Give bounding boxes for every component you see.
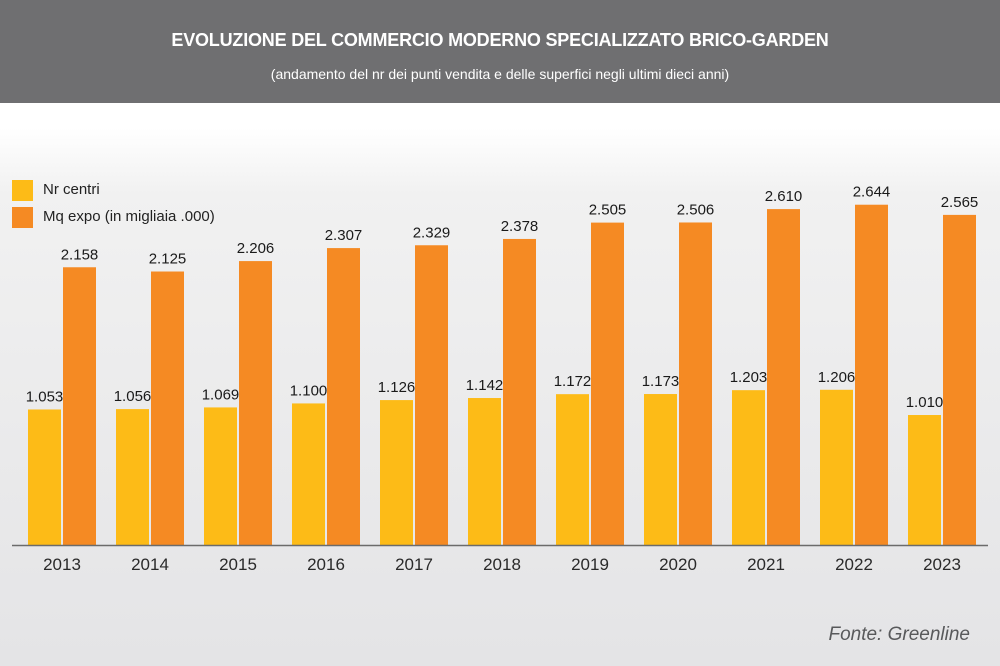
bar-mq-expo-2017 [415, 245, 448, 546]
bar-nr-centri-2021 [732, 390, 765, 545]
bar-mq-expo-2022 [855, 204, 888, 545]
data-label-mq-expo-2021: 2.610 [765, 188, 803, 205]
data-label-mq-expo-2014: 2.125 [149, 251, 187, 268]
source-note: Fonte: Greenline [828, 624, 970, 645]
bar-nr-centri-2023 [908, 415, 941, 545]
x-tick-label-2019: 2019 [571, 555, 609, 574]
data-label-nr-centri-2020: 1.173 [642, 373, 680, 390]
bar-nr-centri-2016 [292, 403, 325, 545]
data-label-nr-centri-2021: 1.203 [730, 369, 768, 386]
data-label-nr-centri-2016: 1.100 [290, 382, 328, 399]
data-label-nr-centri-2019: 1.172 [554, 373, 592, 390]
x-tick-label-2015: 2015 [219, 555, 257, 574]
bar-nr-centri-2019 [556, 394, 589, 545]
bar-nr-centri-2022 [820, 389, 853, 545]
x-tick-label-2014: 2014 [131, 555, 169, 574]
data-label-nr-centri-2023: 1.010 [906, 394, 944, 411]
x-tick-label-2017: 2017 [395, 555, 433, 574]
x-tick-label-2018: 2018 [483, 555, 521, 574]
x-tick-label-2023: 2023 [923, 555, 961, 574]
bar-nr-centri-2020 [644, 394, 677, 545]
bar-mq-expo-2015 [239, 261, 272, 545]
data-label-nr-centri-2018: 1.142 [466, 377, 504, 394]
bar-mq-expo-2019 [591, 222, 624, 545]
bar-nr-centri-2018 [468, 398, 501, 545]
bar-mq-expo-2013 [63, 267, 96, 545]
data-label-nr-centri-2017: 1.126 [378, 379, 416, 396]
bar-mq-expo-2014 [151, 271, 184, 545]
data-label-mq-expo-2018: 2.378 [501, 218, 539, 235]
bar-mq-expo-2023 [943, 214, 976, 545]
bar-chart: 1.053 2.158 2013 1.056 2.125 2014 1.069 2.206 20… [12, 184, 988, 574]
x-tick-label-2022: 2022 [835, 555, 873, 574]
data-label-mq-expo-2023: 2.565 [941, 194, 979, 211]
data-label-mq-expo-2015: 2.206 [237, 240, 275, 257]
bar-nr-centri-2015 [204, 407, 237, 545]
bar-mq-expo-2018 [503, 238, 536, 545]
data-label-mq-expo-2017: 2.329 [413, 224, 451, 241]
bar-mq-expo-2020 [679, 222, 712, 546]
data-label-nr-centri-2015: 1.069 [202, 386, 240, 403]
bar-nr-centri-2017 [380, 400, 413, 545]
legend-label-mq-expo: Mq expo (in migliaia .000) [43, 208, 215, 225]
chart-area: 1.053 2.158 2013 1.056 2.125 2014 1.069 2.206 20… [0, 103, 1000, 666]
legend-swatch-nr-centri [12, 180, 33, 201]
x-tick-label-2020: 2020 [659, 555, 697, 574]
legend-label-nr-centri: Nr centri [43, 181, 100, 198]
data-label-mq-expo-2013: 2.158 [61, 246, 99, 263]
data-label-mq-expo-2016: 2.307 [325, 227, 363, 244]
data-label-mq-expo-2019: 2.505 [589, 202, 627, 219]
header-bar: EVOLUZIONE DEL COMMERCIO MODERNO SPECIAL… [0, 0, 1000, 103]
x-tick-label-2021: 2021 [747, 555, 785, 574]
chart-title: EVOLUZIONE DEL COMMERCIO MODERNO SPECIAL… [171, 30, 829, 50]
bar-mq-expo-2021 [767, 209, 800, 545]
data-label-mq-expo-2022: 2.644 [853, 184, 891, 201]
bar-nr-centri-2013 [28, 409, 61, 545]
chart-subtitle: (andamento del nr dei punti vendita e de… [270, 66, 730, 82]
legend-swatch-mq-expo [12, 207, 33, 228]
x-tick-label-2016: 2016 [307, 555, 345, 574]
x-tick-label-2013: 2013 [43, 555, 81, 574]
data-label-mq-expo-2020: 2.506 [677, 201, 715, 218]
bar-nr-centri-2014 [116, 409, 149, 545]
bar-mq-expo-2016 [327, 248, 360, 545]
data-label-nr-centri-2013: 1.053 [26, 388, 64, 405]
data-label-nr-centri-2022: 1.206 [818, 369, 856, 386]
data-label-nr-centri-2014: 1.056 [114, 388, 152, 405]
